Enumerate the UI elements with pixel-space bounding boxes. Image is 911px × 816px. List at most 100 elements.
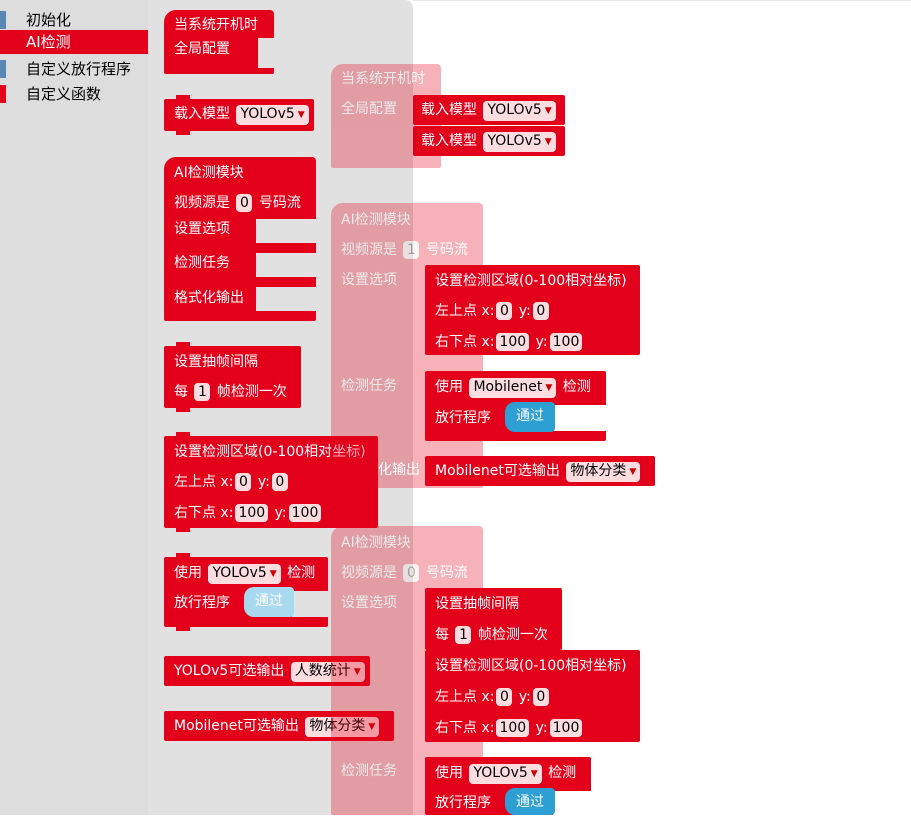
- ws-format-output-partial: 化输出: [378, 462, 420, 478]
- category-custom-func[interactable]: 自定义函数: [0, 82, 148, 106]
- dropdown-arrow-icon: ▼: [544, 106, 552, 116]
- pass-slot: [553, 791, 591, 815]
- stream-suffix: 号码流: [425, 565, 468, 581]
- load-model-label: 载入模型: [421, 133, 477, 149]
- load-model-label: 载入模型: [174, 106, 230, 122]
- load-model-row: 载入模型 YOLOv5 ▼: [174, 105, 311, 125]
- mobilenet-output-row: Mobilenet可选输出 物体分类 ▼: [174, 717, 381, 737]
- category-ai-detect[interactable]: AI检测: [0, 30, 148, 54]
- detect-task-label: 检测任务: [174, 255, 230, 271]
- yolo-output-row: YOLOv5可选输出 人数统计 ▼: [174, 662, 367, 682]
- use-model-row: 使用 YOLOv5 ▼ 检测: [435, 764, 576, 784]
- frame-interval-input[interactable]: 1: [455, 626, 472, 644]
- model-dropdown[interactable]: YOLOv5 ▼: [236, 105, 309, 125]
- pass-block[interactable]: 通过: [505, 402, 555, 432]
- y-label: y:: [274, 505, 287, 521]
- category-label: AI检测: [26, 33, 71, 51]
- ws-mobilenet-output-block[interactable]: Mobilenet可选输出 物体分类 ▼: [425, 456, 655, 486]
- dropdown-arrow-icon: ▼: [297, 110, 305, 120]
- ws-video-source-row: 视频源是 1 号码流: [341, 241, 468, 259]
- category-init[interactable]: 初始化: [0, 8, 148, 32]
- model-dropdown[interactable]: YOLOv5 ▼: [469, 764, 542, 784]
- y-label: y:: [535, 334, 548, 350]
- frame-interval-row: 每 1 帧检测一次: [435, 626, 548, 644]
- load-model-block[interactable]: 载入模型 YOLOv5 ▼: [164, 95, 314, 135]
- ws-set-options-label: 设置选项: [341, 272, 397, 288]
- top-left-x-input[interactable]: 0: [235, 473, 252, 491]
- yolo-output-block[interactable]: YOLOv5可选输出 人数统计 ▼: [164, 656, 370, 686]
- yolo-output-label: YOLOv5可选输出: [174, 663, 285, 679]
- detect-region-title: 设置检测区域(0-100相对坐标): [435, 273, 627, 289]
- mobilenet-output-dropdown[interactable]: 物体分类 ▼: [305, 717, 380, 737]
- category-custom-pass[interactable]: 自定义放行程序: [0, 57, 148, 81]
- top-left-y-input[interactable]: 0: [532, 688, 549, 706]
- use-model-block[interactable]: 使用 YOLOv5 ▼ 检测 放行程序 通过: [164, 553, 328, 631]
- top-left-y-input[interactable]: 0: [532, 302, 549, 320]
- set-options-label: 设置选项: [174, 221, 230, 237]
- bottom-right-label: 右下点 x:: [174, 505, 234, 521]
- model-dropdown[interactable]: Mobilenet ▼: [469, 378, 557, 398]
- output-slot: [256, 287, 316, 311]
- ws-load-model-row: 载入模型 YOLOv5 ▼: [421, 101, 558, 121]
- category-color-swatch: [0, 85, 6, 103]
- model-dropdown-value: YOLOv5: [487, 102, 542, 118]
- ws-use-model-block-2[interactable]: 使用 YOLOv5 ▼ 检测 放行程序 通过: [425, 757, 591, 815]
- detect-label: 检测: [562, 379, 591, 395]
- frame-suffix: 帧检测一次: [477, 627, 548, 643]
- top-left-y-input[interactable]: 0: [271, 473, 288, 491]
- pass-prog-label: 放行程序: [435, 795, 491, 811]
- top-left-row: 左上点 x: 0 y: 0: [174, 473, 290, 491]
- ws-video-source-input[interactable]: 1: [403, 241, 420, 259]
- model-dropdown[interactable]: YOLOv5 ▼: [483, 132, 556, 152]
- options-slot: [256, 219, 316, 243]
- stream-suffix: 号码流: [425, 242, 468, 258]
- ai-module-block[interactable]: AI检测模块 视频源是 0 号码流 设置选项 检测任务 格式化输出: [164, 157, 316, 321]
- mobilenet-output-value: 物体分类: [309, 718, 366, 734]
- model-dropdown[interactable]: YOLOv5 ▼: [483, 101, 556, 121]
- bottom-right-y-input[interactable]: 100: [549, 333, 583, 351]
- top-left-x-input[interactable]: 0: [496, 688, 513, 706]
- top-left-x-input[interactable]: 0: [496, 302, 513, 320]
- ws-video-source-input[interactable]: 0: [403, 564, 420, 582]
- category-label: 自定义放行程序: [26, 60, 132, 78]
- ws-detect-task-label: 检测任务: [341, 763, 397, 779]
- ws-frame-interval-block[interactable]: 设置抽帧间隔 每 1 帧检测一次: [425, 588, 562, 650]
- pass-slot: [292, 591, 328, 617]
- dropdown-arrow-icon: ▼: [530, 769, 538, 779]
- video-source-label: 视频源是: [341, 565, 397, 581]
- bottom-right-x-input[interactable]: 100: [235, 504, 269, 522]
- ws-load-model-block-2[interactable]: 载入模型 YOLOv5 ▼: [413, 126, 565, 156]
- use-label: 使用: [435, 379, 463, 395]
- mobilenet-output-dropdown[interactable]: 物体分类 ▼: [566, 462, 641, 482]
- bottom-right-x-input[interactable]: 100: [496, 333, 530, 351]
- bottom-right-x-input[interactable]: 100: [496, 719, 530, 737]
- video-source-input[interactable]: 0: [236, 194, 253, 212]
- model-dropdown-value: YOLOv5: [473, 765, 528, 781]
- format-output-label: 格式化输出: [174, 290, 244, 306]
- category-label: 自定义函数: [26, 85, 102, 103]
- detect-region-block[interactable]: 设置检测区域(0-100相对坐标) 左上点 x: 0 y: 0 右下点 x: 100 …: [164, 432, 378, 532]
- bottom-right-y-input[interactable]: 100: [549, 719, 583, 737]
- ws-detect-region-block-2[interactable]: 设置检测区域(0-100相对坐标) 左上点 x: 0 y: 0 右下点 x: 100 …: [425, 650, 640, 742]
- ws-load-model-block[interactable]: 载入模型 YOLOv5 ▼: [413, 95, 565, 125]
- mobilenet-output-block[interactable]: Mobilenet可选输出 物体分类 ▼: [164, 711, 394, 741]
- ws-use-model-block[interactable]: 使用 Mobilenet ▼ 检测 放行程序 通过: [425, 371, 606, 441]
- yolo-output-dropdown[interactable]: 人数统计 ▼: [290, 662, 365, 682]
- load-model-label: 载入模型: [421, 102, 477, 118]
- detect-region-title: 设置检测区域(0-100相对坐标): [174, 444, 366, 460]
- ws-detect-region-block[interactable]: 设置检测区域(0-100相对坐标) 左上点 x: 0 y: 0 右下点 x: 100 …: [425, 265, 640, 355]
- frame-interval-input[interactable]: 1: [194, 383, 211, 401]
- model-dropdown[interactable]: YOLOv5 ▼: [208, 564, 281, 584]
- pass-block[interactable]: 通过: [505, 788, 555, 815]
- y-label: y:: [518, 689, 531, 705]
- video-source-label: 视频源是: [341, 242, 397, 258]
- use-label: 使用: [174, 565, 202, 581]
- frame-interval-block[interactable]: 设置抽帧间隔 每 1 帧检测一次: [164, 342, 301, 412]
- top-left-row: 左上点 x: 0 y: 0: [435, 688, 551, 706]
- pass-block[interactable]: 通过: [244, 587, 294, 617]
- ws-set-options-label: 设置选项: [341, 595, 397, 611]
- on-boot-block[interactable]: 当系统开机时 全局配置: [164, 10, 274, 74]
- statement-slot: [258, 38, 274, 68]
- bottom-right-y-input[interactable]: 100: [288, 504, 322, 522]
- ws-load-model-row: 载入模型 YOLOv5 ▼: [421, 132, 558, 152]
